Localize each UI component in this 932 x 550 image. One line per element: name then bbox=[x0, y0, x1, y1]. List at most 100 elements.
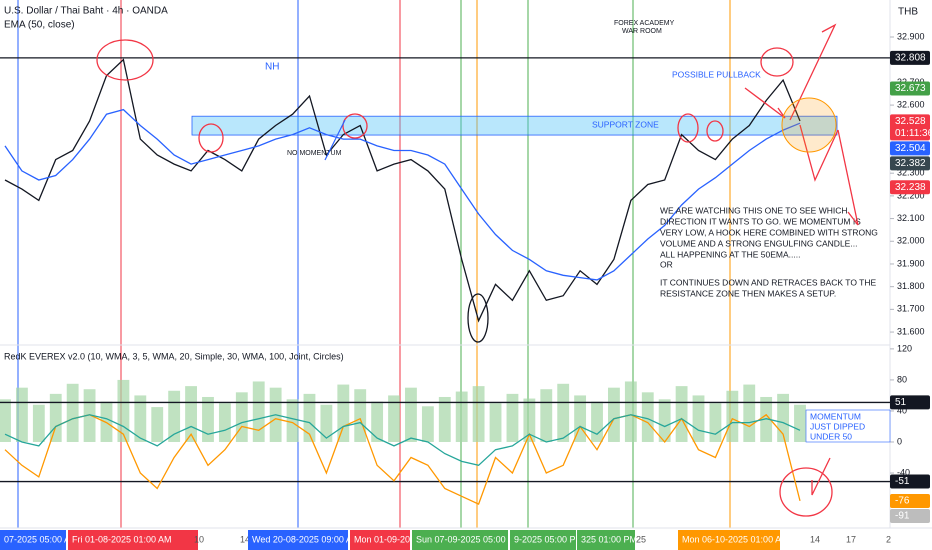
ema-legend: EMA (50, close) bbox=[4, 20, 75, 31]
price-tag-label: 32.808 bbox=[895, 53, 926, 64]
drawn-circle bbox=[706, 120, 724, 142]
histogram-bar bbox=[574, 395, 587, 442]
histogram-bar bbox=[455, 391, 468, 442]
drawn-circle bbox=[467, 293, 489, 343]
drawn-circle bbox=[96, 39, 154, 81]
histogram-bar bbox=[185, 386, 197, 442]
annotation: NO MOMENTUM bbox=[287, 150, 342, 157]
x-label-highlight bbox=[678, 530, 780, 550]
y-tick-label: 32.900 bbox=[897, 31, 925, 41]
indicator-pane: -40 0 40 80 120 bbox=[0, 343, 912, 505]
y-tick-label: 32.200 bbox=[897, 190, 925, 200]
x-tick-label: Fri 01-08-2025 01:00 AM bbox=[72, 534, 172, 544]
price-tag bbox=[890, 180, 930, 195]
annotation: RESISTANCE ZONE THEN MAKES A SETUP. bbox=[660, 288, 836, 298]
histogram-bar bbox=[523, 398, 536, 442]
series-line bbox=[4, 413, 801, 505]
histogram-bar bbox=[134, 395, 147, 442]
price-tag bbox=[890, 141, 930, 156]
y-tick-label: 0 bbox=[897, 436, 902, 446]
price-tag-label: 32.504 bbox=[895, 143, 926, 154]
x-tick-label: 10 bbox=[194, 534, 204, 544]
histogram-bar bbox=[286, 399, 299, 442]
price-tag bbox=[890, 156, 930, 171]
annotation: MOMENTUM bbox=[810, 411, 861, 421]
price-tag-label: 32.528 bbox=[895, 116, 926, 127]
histogram-bar bbox=[218, 403, 231, 442]
drawn-circle bbox=[760, 47, 794, 77]
histogram-bar bbox=[438, 396, 451, 442]
y-tick-label: 31.900 bbox=[897, 258, 925, 268]
price-tag bbox=[890, 474, 930, 489]
histogram-bar bbox=[658, 399, 671, 442]
y-tick-label: 80 bbox=[897, 374, 907, 384]
x-label-highlight bbox=[248, 530, 348, 550]
y-tick-label: -40 bbox=[897, 467, 910, 477]
series-line bbox=[4, 108, 801, 281]
price-tag bbox=[890, 81, 930, 96]
drawn-circle bbox=[198, 123, 224, 153]
price-tag bbox=[890, 493, 930, 508]
histogram-bar bbox=[726, 390, 739, 442]
y-tick-label: 32.300 bbox=[897, 168, 925, 178]
histogram-bar bbox=[49, 393, 62, 442]
x-tick-label: 325 01:00 PM bbox=[581, 534, 637, 544]
histogram-bar bbox=[151, 407, 164, 442]
zone bbox=[191, 115, 838, 136]
histogram-bar bbox=[709, 403, 722, 442]
annotation: WE ARE WATCHING THIS ONE TO SEE WHICH bbox=[660, 205, 848, 215]
histogram-bar bbox=[777, 393, 790, 442]
drawings bbox=[96, 23, 859, 517]
x-tick-label: 07-2025 05:00 AM bbox=[4, 534, 78, 544]
histogram-bar bbox=[32, 404, 45, 442]
histogram-bar bbox=[0, 399, 11, 442]
y-tick-label: 32.000 bbox=[897, 236, 925, 246]
x-tick-label: 17 bbox=[846, 534, 856, 544]
drawn-arrow bbox=[811, 457, 831, 496]
histogram-bar bbox=[168, 390, 181, 442]
histogram-bar bbox=[15, 387, 28, 442]
histogram-bar bbox=[83, 389, 96, 442]
y-tick-label: 40 bbox=[897, 405, 907, 415]
y-tick-label: 120 bbox=[897, 343, 912, 353]
price-tag-label: -51 bbox=[895, 476, 910, 487]
price-tag-label: 32.238 bbox=[895, 182, 926, 193]
histogram-bar bbox=[235, 392, 248, 442]
price-pane: 31.600 31.700 31.800 31.900 32.000 32.100 32.2… bbox=[0, 31, 925, 336]
histogram-bar bbox=[421, 406, 434, 442]
price-tag bbox=[890, 508, 930, 523]
histogram-bar bbox=[743, 384, 756, 442]
annotation: POSSIBLE PULLBACK bbox=[672, 69, 761, 79]
histogram-bar bbox=[760, 396, 773, 442]
x-label-highlight bbox=[350, 530, 410, 550]
histogram-bar bbox=[66, 383, 79, 442]
x-tick-label: 9-2025 05:00 PM bbox=[514, 534, 583, 544]
price-tag bbox=[890, 395, 930, 410]
axis-unit: THB bbox=[898, 7, 918, 18]
indicator-title: RedK EVEREX v2.0 (10, WMA, 3, 5, WMA, 20… bbox=[4, 351, 344, 361]
y-tick-label: 32.100 bbox=[897, 213, 925, 223]
histogram-bar bbox=[202, 396, 214, 442]
x-tick-label: 2 bbox=[886, 534, 891, 544]
annotation: SUPPORT ZONE bbox=[592, 119, 659, 129]
histogram-bar bbox=[388, 395, 400, 442]
price-tag bbox=[890, 114, 930, 141]
annotation: VERY LOW, A HOOK HERE COMBINED WITH STRO… bbox=[660, 227, 878, 237]
histogram-bar bbox=[354, 389, 367, 442]
histogram-bar bbox=[624, 381, 637, 442]
histogram-bar bbox=[371, 401, 384, 442]
drawn-path bbox=[799, 124, 839, 182]
histogram-bar bbox=[794, 404, 806, 442]
drawn-circle bbox=[342, 113, 368, 139]
histogram-bar bbox=[100, 401, 113, 442]
annotation: WAR ROOM bbox=[622, 28, 662, 35]
histogram-bar bbox=[675, 386, 688, 442]
price-tag bbox=[890, 50, 930, 65]
histogram-bar bbox=[303, 393, 316, 442]
annotation: JUST DIPPED bbox=[810, 421, 865, 431]
y-tick-label: 31.800 bbox=[897, 281, 925, 291]
price-tag-label: 32.673 bbox=[895, 83, 926, 94]
